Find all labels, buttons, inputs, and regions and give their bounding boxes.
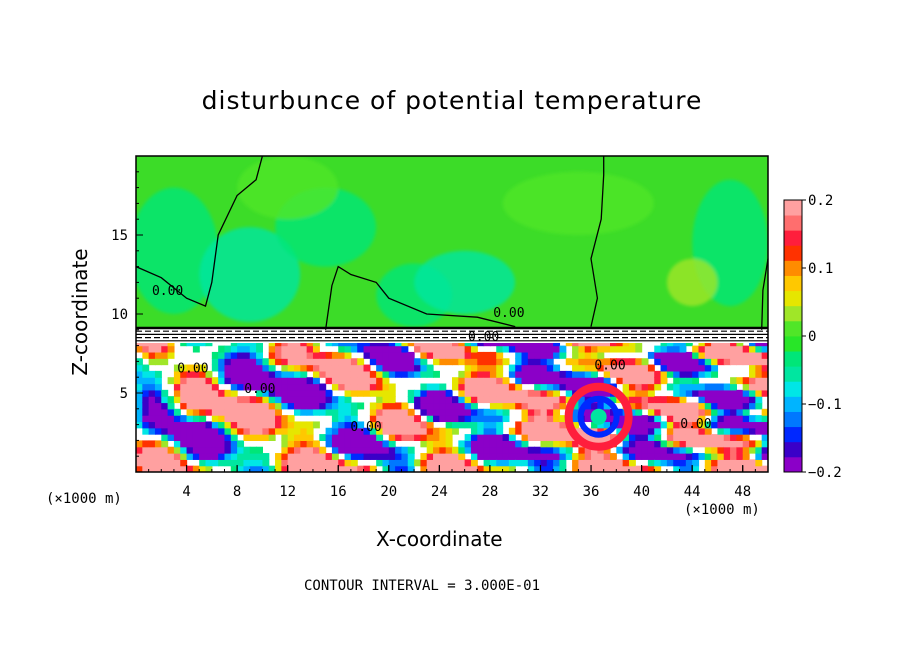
colorbar-tick-label-1: 0.1 <box>808 261 833 277</box>
x-tick-label-40: 40 <box>633 484 650 500</box>
colorbar-tick-label-0: 0.2 <box>808 193 833 209</box>
colorbar-swatch-0 <box>784 456 802 473</box>
contour-labels: 0.00 0.00 0.00 0.00 0.00 0.00 0.00 0.00 <box>152 284 712 435</box>
colorbar-swatch-2 <box>784 426 802 443</box>
y-tick-label-10: 10 <box>111 307 128 323</box>
x-axis-label: X-coordinate <box>376 527 503 551</box>
colorbar-swatch-4 <box>784 396 802 412</box>
colorbar-tick-label-2: 0 <box>808 329 816 345</box>
colorbar-swatch-10 <box>784 305 802 322</box>
x-tick-label-48: 48 <box>734 484 751 500</box>
x-tick-label-8: 8 <box>233 484 241 500</box>
contour-label-5: 0.00 <box>594 358 625 373</box>
colorbar-swatch-5 <box>784 381 802 397</box>
colorbar-swatch-7 <box>784 351 802 367</box>
upper-variation-8 <box>237 156 339 220</box>
x-tick-label-20: 20 <box>380 484 397 500</box>
chart-title: disturbunce of potential temperature <box>201 86 703 115</box>
x-tick-label-4: 4 <box>182 484 190 500</box>
upper-variation-1 <box>199 227 301 322</box>
upper-variation-6 <box>502 171 654 235</box>
upper-variation-0 <box>136 187 219 314</box>
colorbar-swatch-8 <box>784 336 802 352</box>
x-tick-label-32: 32 <box>532 484 549 500</box>
interface-contour-band <box>136 326 768 343</box>
upper-variation-4 <box>414 250 516 314</box>
colorbar-swatch-17 <box>784 200 802 216</box>
x-tick-label-28: 28 <box>481 484 498 500</box>
zero-contour-2 <box>590 156 605 327</box>
contour-interval-label: CONTOUR INTERVAL = 3.000E-01 <box>304 578 541 594</box>
colorbar-tick-label-3: −0.1 <box>808 397 842 413</box>
contour-label-1: 0.00 <box>493 306 524 321</box>
colorbar-swatch-1 <box>784 441 802 458</box>
x-tick-label-44: 44 <box>684 484 701 500</box>
x-tick-label-24: 24 <box>431 484 448 500</box>
y-axis-ticks: 5 10 15 <box>111 171 143 457</box>
contour-lines <box>135 155 769 330</box>
contour-label-6: 0.00 <box>680 417 711 432</box>
contour-label-3: 0.00 <box>244 382 275 397</box>
colorbar-swatch-13 <box>784 260 802 276</box>
upper-field-variations <box>136 156 768 327</box>
x-tick-label-36: 36 <box>583 484 600 500</box>
contour-label-4: 0.00 <box>350 420 381 435</box>
contour-label-2: 0.00 <box>177 361 208 376</box>
y-tick-label-15: 15 <box>111 228 128 244</box>
x-tick-label-16: 16 <box>330 484 347 500</box>
lower-field-cells <box>136 343 768 472</box>
upper-layer-field <box>136 156 768 328</box>
x-axis-ticks: 4 8 12 16 20 24 28 32 36 40 44 48 <box>148 465 756 500</box>
contour-label-0: 0.00 <box>152 284 183 299</box>
zero-contour-1 <box>324 265 516 330</box>
vortex-swirl <box>564 382 633 451</box>
zero-contour-3 <box>761 258 769 330</box>
vortex-ring-mid <box>577 395 620 438</box>
x-unit-label-right: (×1000 m) <box>684 502 760 518</box>
upper-variation-7 <box>666 258 718 307</box>
colorbar-swatch-14 <box>784 245 802 261</box>
colorbar-swatch-11 <box>784 290 802 307</box>
lower-layer-field <box>136 343 768 472</box>
x-tick-label-12: 12 <box>279 484 296 500</box>
colorbar-swatch-3 <box>784 411 802 428</box>
x-unit-label: (×1000 m) <box>46 491 122 507</box>
colorbar-swatch-12 <box>784 275 802 292</box>
vortex-core <box>590 408 607 425</box>
colorbar: 0.2 0.1 0 −0.1 −0.2 <box>783 193 842 481</box>
colorbar-swatch-6 <box>784 366 802 382</box>
colorbar-tick-label-4: −0.2 <box>808 465 842 481</box>
colorbar-swatch-15 <box>784 230 802 246</box>
contour-label-7: 0.00 <box>468 330 499 345</box>
y-tick-label-5: 5 <box>120 386 128 402</box>
vortex-ring-outer <box>564 382 633 451</box>
colorbar-swatch-9 <box>784 320 802 337</box>
colorbar-swatch-16 <box>784 215 802 231</box>
zero-contour-0 <box>135 155 264 307</box>
